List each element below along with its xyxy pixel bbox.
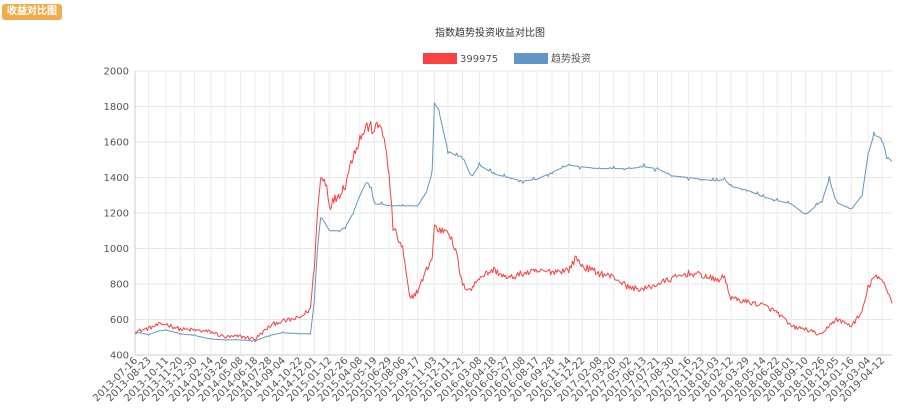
series-line-1 — [134, 102, 893, 343]
y-tick-label: 1000 — [104, 244, 129, 255]
y-tick-label: 800 — [110, 280, 129, 291]
y-tick-label: 1800 — [104, 102, 129, 113]
y-tick-label: 1200 — [104, 209, 129, 220]
axis-layer: 4006008001000120014001600180020002013-07… — [91, 67, 892, 404]
series-line-0 — [134, 120, 893, 341]
y-tick-label: 600 — [110, 315, 129, 326]
chart-title: 指数趋势投资收益对比图 — [435, 26, 545, 39]
series-layer — [134, 102, 893, 343]
legend-label[interactable]: 趋势投资 — [551, 52, 591, 65]
y-tick-label: 2000 — [104, 67, 129, 78]
chart-badge: 收益对比图 — [2, 4, 62, 20]
y-tick-label: 1600 — [104, 138, 129, 149]
legend[interactable]: 399975 趋势投资 — [423, 52, 591, 65]
y-tick-label: 400 — [110, 351, 129, 362]
legend-label[interactable]: 399975 — [460, 54, 498, 65]
legend-swatch[interactable] — [514, 53, 548, 64]
y-tick-label: 1400 — [104, 173, 129, 184]
legend-swatch[interactable] — [423, 53, 457, 64]
